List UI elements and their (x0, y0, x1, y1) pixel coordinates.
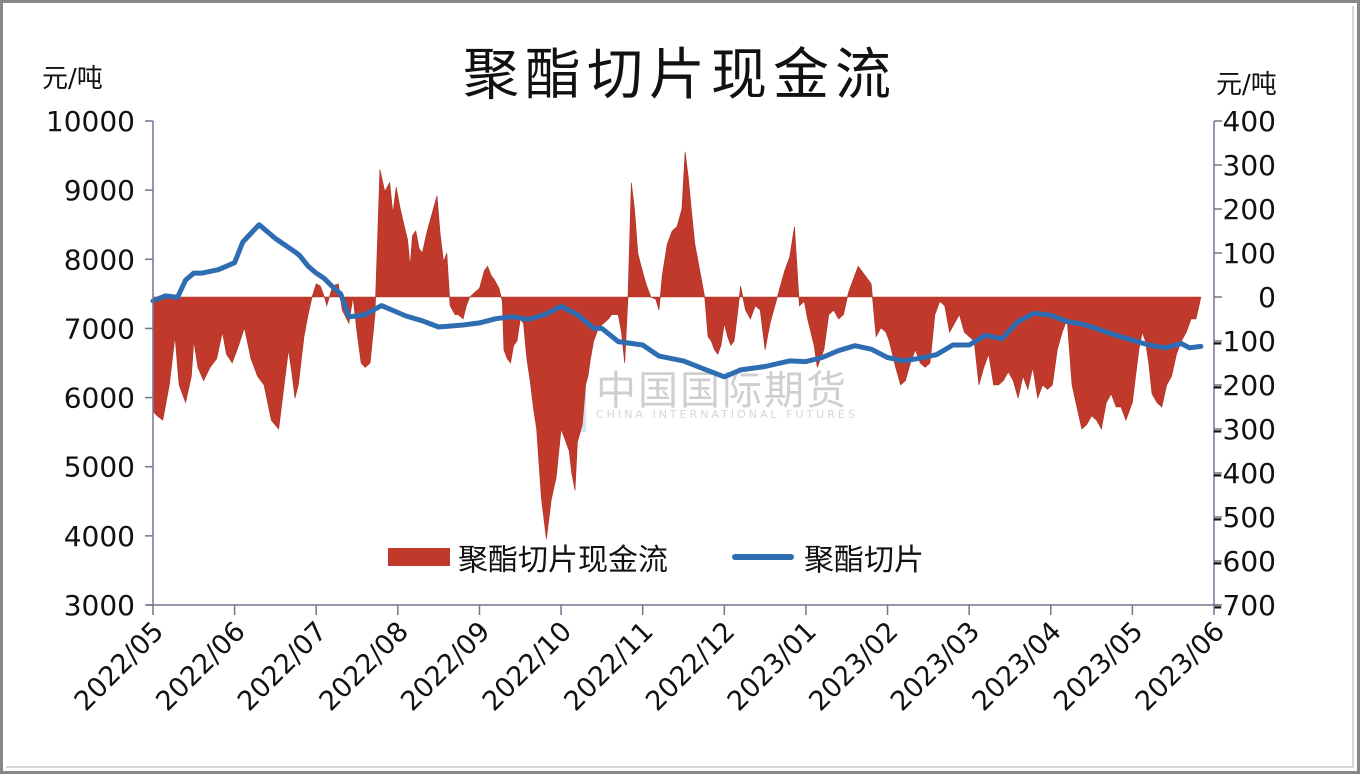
x-axis-tick-label: 2022/10 (477, 616, 578, 717)
legend-label-cashflow: 聚酯切片现金流 (458, 543, 668, 578)
legend: 聚酯切片现金流 聚酯切片 (388, 535, 924, 579)
left-axis-tick-label: 8000 (64, 243, 135, 276)
right-axis-tick-label: -400 (1212, 457, 1276, 490)
chart-title: 聚酯切片现金流 (463, 43, 897, 108)
right-axis-unit: 元/吨 (1216, 70, 1277, 100)
x-axis-tick-label: 2022/06 (150, 616, 251, 717)
right-axis-tick-label: -700 (1212, 589, 1276, 622)
x-axis-tick-label: 2022/11 (558, 616, 659, 717)
x-axis-tick-label: 2023/04 (966, 616, 1067, 717)
left-axis-tick-label: 10000 (46, 105, 135, 138)
right-axis-tick-label: 200 (1223, 193, 1276, 226)
legend-swatch-price (732, 554, 794, 560)
right-axis-tick-label: -500 (1212, 501, 1276, 534)
x-axis-tick-label: 2022/08 (314, 616, 415, 717)
x-axis-tick-label: 2022/05 (69, 616, 170, 717)
left-axis-tick-label: 7000 (64, 312, 135, 345)
x-axis-tick-label: 2023/06 (1130, 616, 1231, 717)
right-axis-tick-label: 100 (1223, 237, 1276, 270)
left-axis-tick-label: 6000 (64, 382, 135, 415)
legend-swatch-cashflow (388, 548, 450, 566)
left-axis-unit: 元/吨 (42, 64, 103, 94)
right-axis-tick-label: 0 (1258, 281, 1276, 314)
x-axis-tick-label: 2022/07 (232, 616, 333, 717)
x-axis-tick-label: 2023/02 (803, 616, 904, 717)
right-axis-tick-label: -300 (1212, 413, 1276, 446)
chart-inner-border (6, 6, 1354, 768)
right-axis-tick-label: -600 (1212, 545, 1276, 578)
x-axis-tick-label: 2022/12 (640, 616, 741, 717)
left-axis-tick-label: 9000 (64, 174, 135, 207)
right-axis-tick-label: 400 (1223, 105, 1276, 138)
x-axis-tick-label: 2023/03 (885, 616, 986, 717)
x-axis-tick-label: 2023/01 (722, 616, 823, 717)
left-axis-tick-label: 4000 (64, 520, 135, 553)
right-axis-tick-label: -100 (1212, 325, 1276, 358)
left-axis-tick-label: 3000 (64, 589, 135, 622)
price-line (150, 222, 1204, 380)
x-axis-tick-label: 2023/05 (1048, 616, 1149, 717)
left-axis-tick-label: 5000 (64, 451, 135, 484)
legend-label-price: 聚酯切片 (804, 543, 924, 578)
right-axis-tick-label: -200 (1212, 369, 1276, 402)
cashflow-area (152, 151, 1202, 540)
x-axis-tick-label: 2022/09 (395, 616, 496, 717)
right-axis-tick-label: 300 (1223, 149, 1276, 182)
